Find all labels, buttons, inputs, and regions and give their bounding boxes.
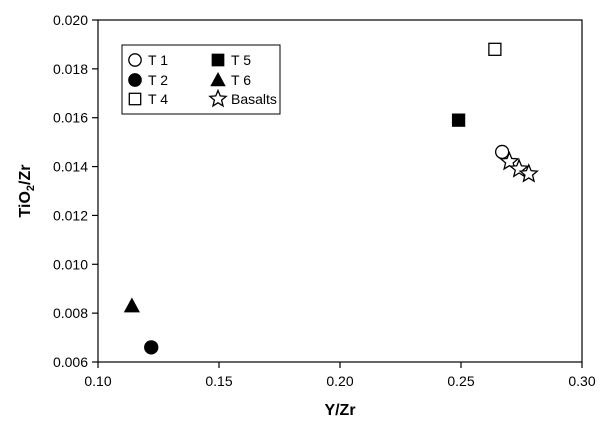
y-tick-label: 0.010: [53, 256, 88, 272]
legend-label: T 1: [148, 52, 168, 68]
data-point-t2: [144, 340, 159, 355]
data-point-t4: [488, 42, 502, 56]
y-axis-ticks: 0.006 0.008 0.010 0.012 0.014 0.016 0.018 0.020: [53, 12, 98, 370]
data-points: [123, 42, 539, 355]
data-point-t6: [123, 297, 140, 313]
y-tick-label: 0.020: [53, 12, 88, 28]
legend-marker-t5: [211, 53, 225, 67]
y-tick-label: 0.014: [53, 159, 88, 175]
y-axis-title-part: /Zr: [17, 165, 34, 185]
legend-marker-t2: [128, 73, 142, 87]
legend-label: T 4: [148, 91, 168, 107]
x-tick-label: 0.10: [84, 373, 111, 389]
y-tick-label: 0.006: [53, 354, 88, 370]
y-tick-label: 0.018: [53, 61, 88, 77]
y-axis-title-part: TiO: [17, 191, 34, 217]
y-tick-label: 0.016: [53, 110, 88, 126]
y-tick-label: 0.008: [53, 305, 88, 321]
y-axis-title: TiO2/Zr: [17, 165, 37, 218]
legend: T 1 T 2 T 4 T 5 T 6 Basalts: [121, 44, 281, 115]
legend-marker-t6: [210, 71, 226, 87]
legend-marker-t4: [128, 92, 142, 106]
x-tick-label: 0.30: [568, 373, 595, 389]
y-tick-label: 0.012: [53, 207, 88, 223]
legend-marker-t1: [128, 53, 142, 67]
y-axis-title-subscript: 2: [25, 185, 37, 191]
x-axis-title: Y/Zr: [324, 402, 355, 419]
data-point-t1: [494, 144, 510, 160]
legend-label: T 6: [231, 72, 251, 88]
legend-label: T 5: [231, 52, 251, 68]
legend-label: T 2: [148, 72, 168, 88]
legend-box: [121, 44, 281, 115]
x-tick-label: 0.15: [205, 373, 232, 389]
x-tick-label: 0.20: [326, 373, 353, 389]
legend-label: Basalts: [231, 91, 277, 107]
x-tick-label: 0.25: [447, 373, 474, 389]
legend-marker-basalts: [208, 88, 228, 108]
x-axis-ticks: 0.10 0.15 0.20 0.25 0.30: [84, 362, 596, 389]
data-point-basalts: [518, 163, 539, 183]
data-point-t5: [451, 113, 466, 127]
